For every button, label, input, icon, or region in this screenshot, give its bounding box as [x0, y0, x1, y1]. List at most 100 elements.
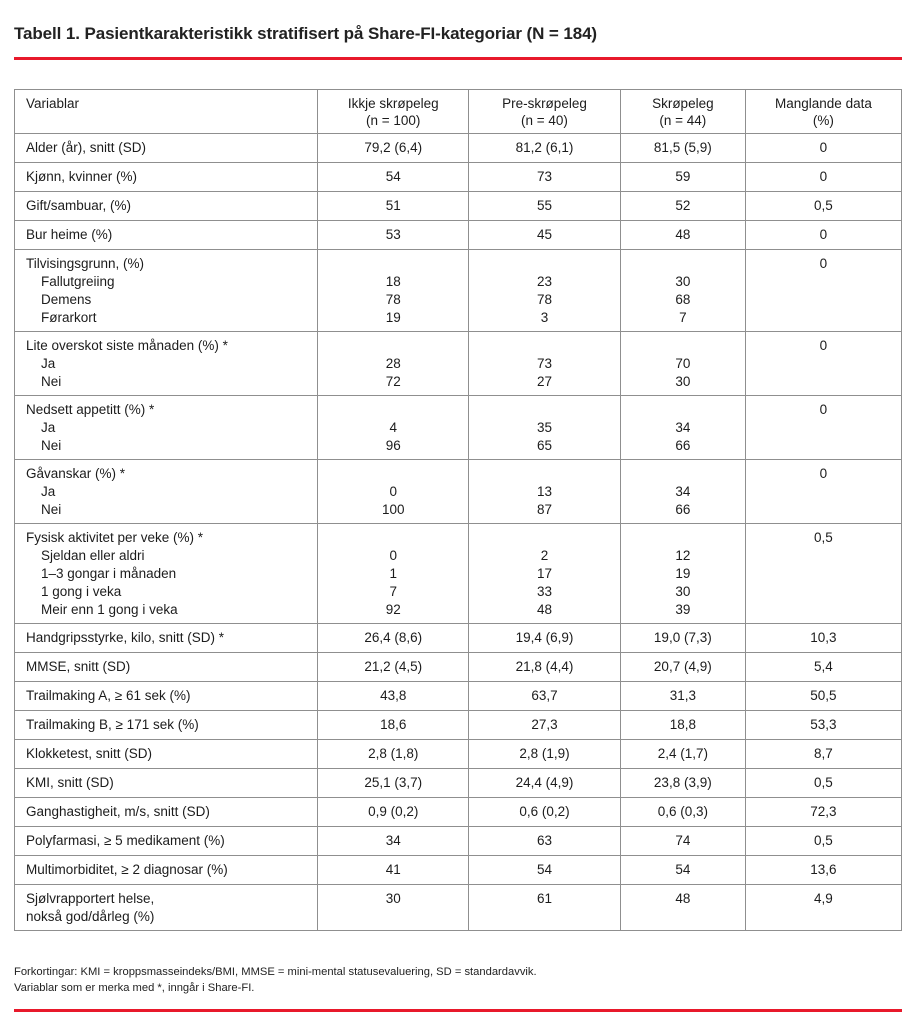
cell-variable: Kjønn, kvinner (%) — [13, 162, 319, 192]
value-line: 78 — [385, 292, 401, 307]
value-line: 1 — [389, 566, 397, 581]
cell-pre-skropeleg: 81,2 (6,1) — [468, 133, 621, 163]
footnote-asterisk-note: Variablar som er merka med *, inngår i S… — [14, 982, 255, 994]
table-row: Gift/sambuar, (%) 51 55 52 0,5 — [13, 191, 903, 221]
cell-variable: Alder (år), snitt (SD) — [13, 133, 319, 163]
variable-label: Tilvisingsgrunn, (%) — [26, 256, 145, 271]
cell-variable: Klokketest, snitt (SD) — [13, 739, 319, 769]
cell-variable: Tilvisingsgrunn, (%) Fallutgreiing Demens F… — [13, 249, 319, 332]
value-line: 21,8 (4,4) — [515, 659, 574, 674]
table-title: Tabell 1. Pasientkarakteristikk stratifi… — [14, 24, 597, 43]
value-line: 19,4 (6,9) — [515, 630, 574, 645]
missing-data-value: 8,7 — [814, 746, 833, 761]
cell-skropeleg: 34 66 — [619, 459, 746, 524]
value-line — [475, 465, 614, 483]
value-line — [324, 529, 462, 547]
table-row: Alder (år), snitt (SD) 79,2 (6,4) 81,2 (6,… — [13, 133, 903, 163]
value-line: 18,8 — [669, 717, 696, 732]
cell-variable: Fysisk aktivitet per veke (%) * Sjeldan e… — [13, 523, 319, 624]
missing-data-value: 0 — [819, 256, 828, 271]
cell-ikkje-skropeleg: 30 — [317, 884, 470, 931]
value-line: 53 — [385, 227, 401, 242]
cell-ikkje-skropeleg: 79,2 (6,4) — [317, 133, 470, 163]
cell-skropeleg: 48 — [619, 220, 746, 250]
value-line: 81,2 (6,1) — [515, 140, 574, 155]
variable-sub-label: Nei — [41, 438, 62, 453]
cell-manglande-data: 50,5 — [744, 681, 903, 711]
value-line: 18 — [385, 274, 401, 289]
missing-data-value: 0 — [819, 140, 828, 155]
cell-variable: Lite overskot siste månaden (%) * Ja Nei — [13, 331, 319, 396]
variable-label: Nedsett appetitt (%) * — [26, 402, 155, 417]
value-line: 4 — [389, 420, 397, 435]
table-header: Variablar Ikkje skrøpeleg (n = 100) Pre-skr… — [13, 89, 903, 134]
table-row: Ganghastigheit, m/s, snitt (SD) 0,9 (0,2)… — [13, 797, 903, 827]
cell-variable: MMSE, snitt (SD) — [13, 652, 319, 682]
cell-skropeleg: 19,0 (7,3) — [619, 623, 746, 653]
value-line: 59 — [675, 169, 691, 184]
value-line: 79,2 (6,4) — [364, 140, 423, 155]
value-line: 30 — [675, 374, 691, 389]
table-row: KMI, snitt (SD) 25,1 (3,7) 24,4 (4,9) 23,8 … — [13, 768, 903, 798]
value-line: 63 — [536, 833, 552, 848]
missing-data-value: 0 — [819, 169, 828, 184]
cell-manglande-data: 5,4 — [744, 652, 903, 682]
value-line — [475, 529, 614, 547]
value-line: 28 — [385, 356, 401, 371]
value-line — [324, 255, 462, 273]
value-line: 23,8 (3,9) — [653, 775, 712, 790]
cell-pre-skropeleg: 54 — [468, 855, 621, 885]
footnotes: Forkortingar: KMI = kroppsmasseindeks/BM… — [14, 964, 902, 996]
column-header-subtitle — [26, 112, 311, 129]
cell-variable: Handgripsstyrke, kilo, snitt (SD) * — [13, 623, 319, 653]
value-line: 96 — [385, 438, 401, 453]
cell-ikkje-skropeleg: 28 72 — [317, 331, 470, 396]
cell-pre-skropeleg: 63 — [468, 826, 621, 856]
cell-ikkje-skropeleg: 18,6 — [317, 710, 470, 740]
cell-variable: Ganghastigheit, m/s, snitt (SD) — [13, 797, 319, 827]
cell-manglande-data: 0 — [744, 249, 903, 332]
value-line: 17 — [536, 566, 552, 581]
variable-label: Sjølvrapportert helse, — [26, 891, 155, 906]
cell-skropeleg: 74 — [619, 826, 746, 856]
cell-variable: Bur heime (%) — [13, 220, 319, 250]
cell-ikkje-skropeleg: 43,8 — [317, 681, 470, 711]
value-line: 20,7 (4,9) — [653, 659, 712, 674]
cell-manglande-data: 8,7 — [744, 739, 903, 769]
variable-label: Trailmaking B, ≥ 171 sek (%) — [26, 717, 199, 732]
cell-variable: Gåvanskar (%) * Ja Nei — [13, 459, 319, 524]
cell-ikkje-skropeleg: 26,4 (8,6) — [317, 623, 470, 653]
cell-manglande-data: 72,3 — [744, 797, 903, 827]
cell-skropeleg: 48 — [619, 884, 746, 931]
cell-skropeleg: 70 30 — [619, 331, 746, 396]
variable-sub-label: Nei — [41, 502, 62, 517]
value-line: 55 — [536, 198, 552, 213]
value-line — [475, 255, 614, 273]
variable-label: Fysisk aktivitet per veke (%) * — [26, 530, 204, 545]
value-line: 13 — [536, 484, 552, 499]
variable-sub-label: Meir enn 1 gong i veka — [41, 602, 178, 617]
value-line: 61 — [536, 891, 552, 906]
variable-label: Multimorbiditet, ≥ 2 diagnosar (%) — [26, 862, 228, 877]
value-line: 52 — [675, 198, 691, 213]
cell-skropeleg: 34 66 — [619, 395, 746, 460]
value-line: 66 — [675, 502, 691, 517]
cell-ikkje-skropeleg: 21,2 (4,5) — [317, 652, 470, 682]
cell-variable: Polyfarmasi, ≥ 5 medikament (%) — [13, 826, 319, 856]
variable-sub-label: Sjeldan eller aldri — [41, 548, 145, 563]
cell-skropeleg: 23,8 (3,9) — [619, 768, 746, 798]
variable-label: Handgripsstyrke, kilo, snitt (SD) * — [26, 630, 225, 645]
value-line: 65 — [536, 438, 552, 453]
value-line: 39 — [675, 602, 691, 617]
cell-variable: Gift/sambuar, (%) — [13, 191, 319, 221]
value-line: 23 — [536, 274, 552, 289]
value-line: 26,4 (8,6) — [364, 630, 423, 645]
table-row: Tilvisingsgrunn, (%) Fallutgreiing Demens F… — [13, 249, 903, 332]
patient-characteristics-table: Variablar Ikkje skrøpeleg (n = 100) Pre-skr… — [13, 89, 903, 931]
missing-data-value: 5,4 — [814, 659, 833, 674]
value-line: 68 — [675, 292, 691, 307]
table-body: Alder (år), snitt (SD) 79,2 (6,4) 81,2 (6,… — [13, 133, 903, 931]
cell-ikkje-skropeleg: 54 — [317, 162, 470, 192]
value-line: 2,4 (1,7) — [657, 746, 708, 761]
cell-ikkje-skropeleg: 0,9 (0,2) — [317, 797, 470, 827]
